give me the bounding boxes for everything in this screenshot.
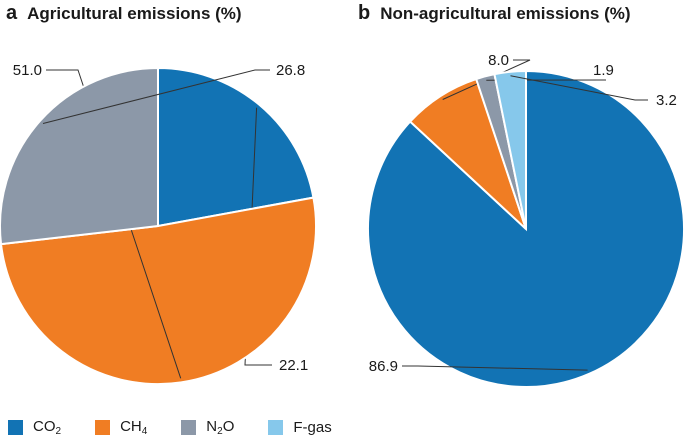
pie-b-label-fgas: 3.2 [656,92,677,109]
pie-b-label-ch4: 8.0 [488,52,509,69]
legend-swatch-fgas [268,420,284,435]
chart-title-non-agricultural: Non-agricultural emissions (%) [380,4,631,23]
pie-a-slice-ch4 [0,196,317,386]
panel-b-title: b Non-agricultural emissions (%) [358,2,631,25]
pie-b-leader-ch4 [442,59,531,100]
legend-label-co2: CO2 [33,418,62,437]
chart-title-agricultural: Agricultural emissions (%) [27,4,242,23]
pie-b-leader-co2 [402,365,588,371]
pie-a-label-co2: 22.1 [279,357,308,374]
panel-letter-a: a [6,2,18,24]
pie-b-label-n2o: 1.9 [593,62,614,79]
legend: CO2 CH4 N2O F-gas [8,418,366,437]
legend-label-fgas: F-gas [293,419,332,436]
pie-a-slice-n2o [0,66,159,246]
panel-a-title: a Agricultural emissions (%) [6,2,242,25]
legend-swatch-n2o [181,420,197,435]
panel-letter-b: b [358,2,371,24]
pie-a-leader-co2 [244,107,272,366]
pie-b-label-co2: 86.9 [369,358,398,375]
legend-swatch-ch4 [95,420,111,435]
pie-a-label-n2o: 26.8 [276,62,305,79]
legend-label-ch4: CH4 [120,418,148,437]
pie-a-slice-co2 [157,66,315,228]
legend-item-ch4: CH4 [95,418,147,437]
legend-label-n2o: N2O [206,418,235,437]
pie-a-leader-n2o [42,69,270,124]
legend-item-fgas: F-gas [268,419,332,436]
pie-a-label-ch4: 51.0 [13,62,42,79]
pie-b-slice-fgas [493,69,527,230]
pie-a-leader-ch4 [46,69,182,379]
legend-item-co2: CO2 [8,418,61,437]
legend-swatch-co2 [8,420,23,435]
legend-item-n2o: N2O [181,418,234,437]
pie-b-leader-fgas [510,75,648,101]
